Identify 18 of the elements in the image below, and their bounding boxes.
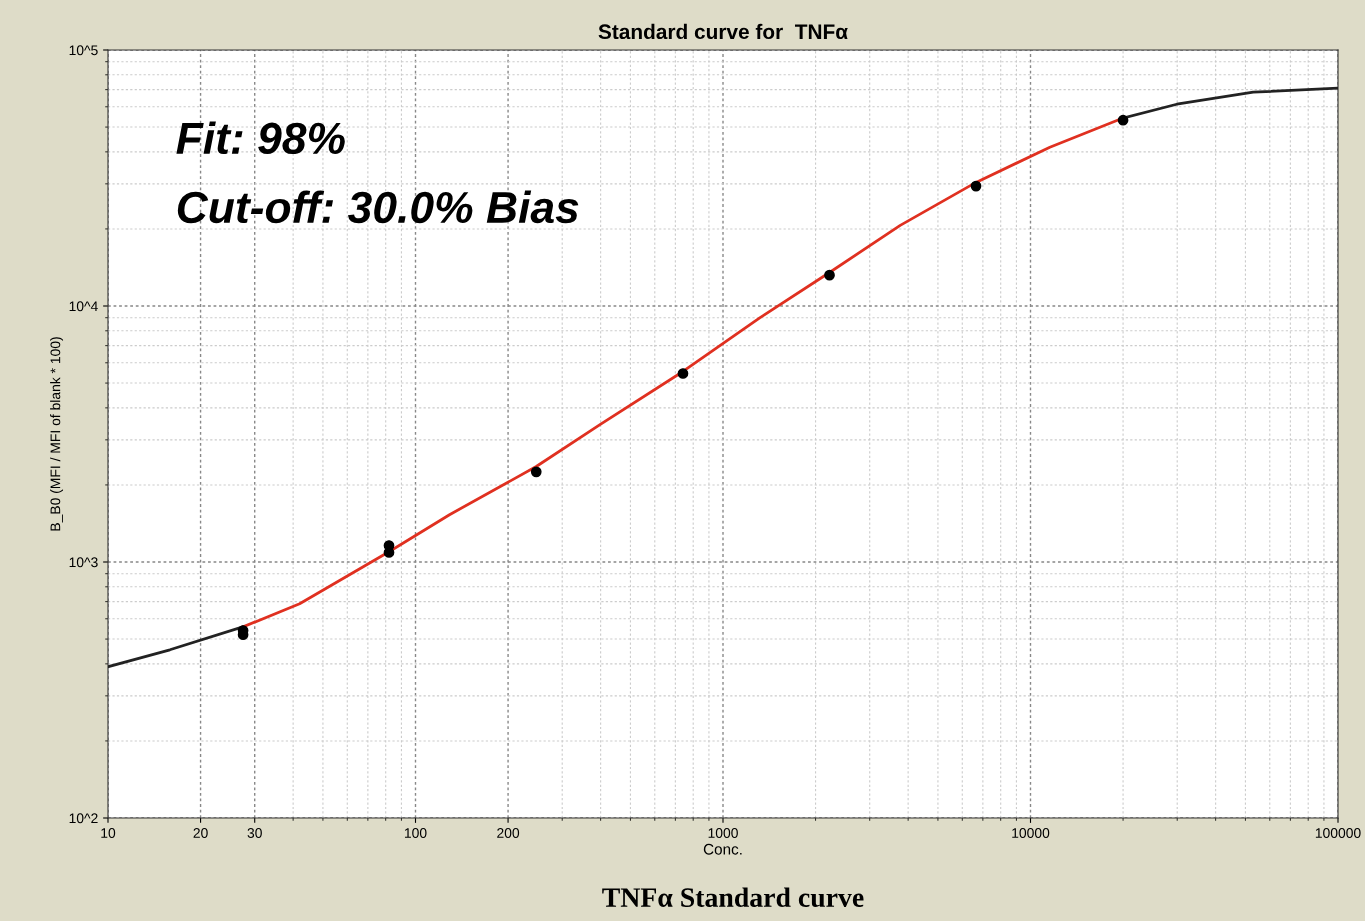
y-tick-label: 10^2 <box>69 813 98 824</box>
y-tick-label: 10^5 <box>69 45 98 56</box>
annotation: Cut-off: 30.0% Bias <box>177 190 579 224</box>
y-axis-title: B_B0 (MFI / MFI of blank * 100) <box>50 337 64 531</box>
text: TNFα Standard curve <box>602 887 864 908</box>
chart-title: Standard curve for TNFα <box>598 23 848 40</box>
y-tick-label: 10^4 <box>69 301 98 312</box>
x-tick-label: 100 <box>404 828 427 838</box>
x-tick-label: 1000 <box>708 828 738 838</box>
y-tick-label: 10^3 <box>69 557 98 568</box>
x-tick-label: 10000 <box>1012 828 1050 838</box>
x-tick-label: 200 <box>497 828 520 838</box>
x-tick-label: 20 <box>193 828 208 838</box>
x-tick-label: 30 <box>247 828 262 838</box>
annotation: Fit: 98% <box>176 121 345 155</box>
x-tick-label: 10 <box>101 828 116 838</box>
x-axis-title: Conc. <box>703 843 742 855</box>
x-tick-label: 100000 <box>1315 828 1361 838</box>
